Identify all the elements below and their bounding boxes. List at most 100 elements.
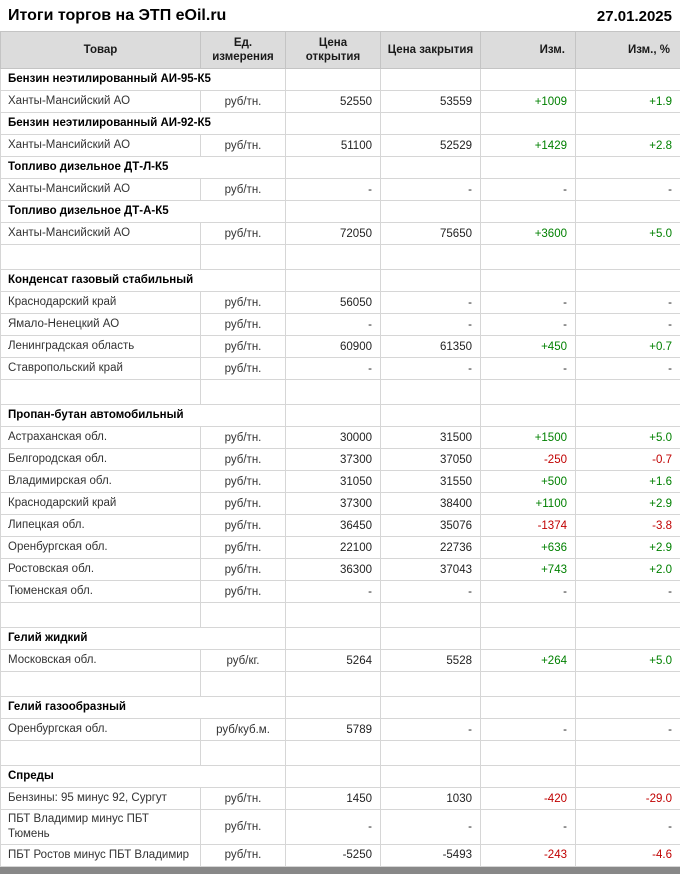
section-row: Гелий жидкий xyxy=(1,628,680,650)
unit-cell: руб/куб.м. xyxy=(201,719,286,741)
change-cell: - xyxy=(481,719,576,741)
unit-cell: руб/тн. xyxy=(201,537,286,559)
section-label: Гелий газообразный xyxy=(1,697,286,719)
footer-bar xyxy=(0,867,680,874)
change-pct-cell: - xyxy=(576,314,680,336)
section-row: Топливо дизельное ДТ-А-К5 xyxy=(1,201,680,223)
change-pct-cell: -29.0 xyxy=(576,788,680,810)
empty-cell xyxy=(286,603,381,628)
table-body: Бензин неэтилированный АИ-95-К5 Ханты-Ман… xyxy=(1,69,680,867)
section-label: Топливо дизельное ДТ-Л-К5 xyxy=(1,157,286,179)
unit-cell: руб/тн. xyxy=(201,493,286,515)
open-price-cell: 52550 xyxy=(286,91,381,113)
empty-cell xyxy=(286,405,381,427)
open-price-cell: 60900 xyxy=(286,336,381,358)
empty-cell xyxy=(481,697,576,719)
unit-cell: руб/тн. xyxy=(201,314,286,336)
unit-cell: руб/тн. xyxy=(201,810,286,845)
empty-cell xyxy=(481,628,576,650)
empty-cell xyxy=(481,766,576,788)
unit-cell: руб/тн. xyxy=(201,427,286,449)
empty-cell xyxy=(286,245,381,270)
close-price-cell: 31500 xyxy=(381,427,481,449)
open-price-cell: - xyxy=(286,810,381,845)
product-cell: Московская обл. xyxy=(1,650,201,672)
section-row: Конденсат газовый стабильный xyxy=(1,270,680,292)
empty-cell xyxy=(286,380,381,405)
report-date: 27.01.2025 xyxy=(597,8,672,25)
empty-cell xyxy=(1,603,201,628)
empty-cell xyxy=(576,201,680,223)
change-cell: - xyxy=(481,810,576,845)
empty-cell xyxy=(381,157,481,179)
change-pct-cell: -4.6 xyxy=(576,844,680,866)
close-price-cell: 61350 xyxy=(381,336,481,358)
change-pct-cell: - xyxy=(576,719,680,741)
empty-cell xyxy=(481,672,576,697)
titlebar: Итоги торгов на ЭТП eOil.ru 27.01.2025 xyxy=(0,0,680,31)
open-price-cell: 51100 xyxy=(286,135,381,157)
unit-cell: руб/тн. xyxy=(201,336,286,358)
unit-cell: руб/тн. xyxy=(201,135,286,157)
product-cell: Бензины: 95 минус 92, Сургут xyxy=(1,788,201,810)
open-price-cell: - xyxy=(286,179,381,201)
spacer-row xyxy=(1,672,680,697)
unit-cell: руб/тн. xyxy=(201,515,286,537)
unit-cell: руб/тн. xyxy=(201,223,286,245)
close-price-cell: 35076 xyxy=(381,515,481,537)
empty-cell xyxy=(201,741,286,766)
change-pct-cell: -3.8 xyxy=(576,515,680,537)
change-cell: +264 xyxy=(481,650,576,672)
empty-cell xyxy=(1,741,201,766)
open-price-cell: - xyxy=(286,314,381,336)
product-cell: ПБТ Ростов минус ПБТ Владимир xyxy=(1,844,201,866)
empty-cell xyxy=(381,245,481,270)
empty-cell xyxy=(201,672,286,697)
product-cell: Ямало-Ненецкий АО xyxy=(1,314,201,336)
close-price-cell: 37050 xyxy=(381,449,481,471)
empty-cell xyxy=(381,270,481,292)
change-pct-cell: - xyxy=(576,581,680,603)
empty-cell xyxy=(381,741,481,766)
close-price-cell: 5528 xyxy=(381,650,481,672)
empty-cell xyxy=(381,628,481,650)
change-pct-cell: - xyxy=(576,810,680,845)
empty-cell xyxy=(286,697,381,719)
change-cell: - xyxy=(481,581,576,603)
column-header-close: Цена закрытия xyxy=(381,32,481,69)
close-price-cell: 31550 xyxy=(381,471,481,493)
empty-cell xyxy=(381,697,481,719)
table-row: Оренбургская обл.руб/куб.м.5789--- xyxy=(1,719,680,741)
section-row: Спреды xyxy=(1,766,680,788)
change-cell: +1429 xyxy=(481,135,576,157)
product-cell: Ставропольский край xyxy=(1,358,201,380)
column-header-change_pct: Изм., % xyxy=(576,32,680,69)
empty-cell xyxy=(381,672,481,697)
open-price-cell: 31050 xyxy=(286,471,381,493)
change-pct-cell: +5.0 xyxy=(576,650,680,672)
empty-cell xyxy=(481,405,576,427)
empty-cell xyxy=(286,157,381,179)
change-pct-cell: +1.6 xyxy=(576,471,680,493)
empty-cell xyxy=(201,603,286,628)
open-price-cell: 1450 xyxy=(286,788,381,810)
empty-cell xyxy=(381,766,481,788)
empty-cell xyxy=(481,245,576,270)
empty-cell xyxy=(576,245,680,270)
section-label: Конденсат газовый стабильный xyxy=(1,270,286,292)
empty-cell xyxy=(381,603,481,628)
section-row: Бензин неэтилированный АИ-95-К5 xyxy=(1,69,680,91)
change-cell: - xyxy=(481,314,576,336)
change-pct-cell: +1.9 xyxy=(576,91,680,113)
product-cell: Ленинградская область xyxy=(1,336,201,358)
change-pct-cell: +2.9 xyxy=(576,537,680,559)
spacer-row xyxy=(1,603,680,628)
